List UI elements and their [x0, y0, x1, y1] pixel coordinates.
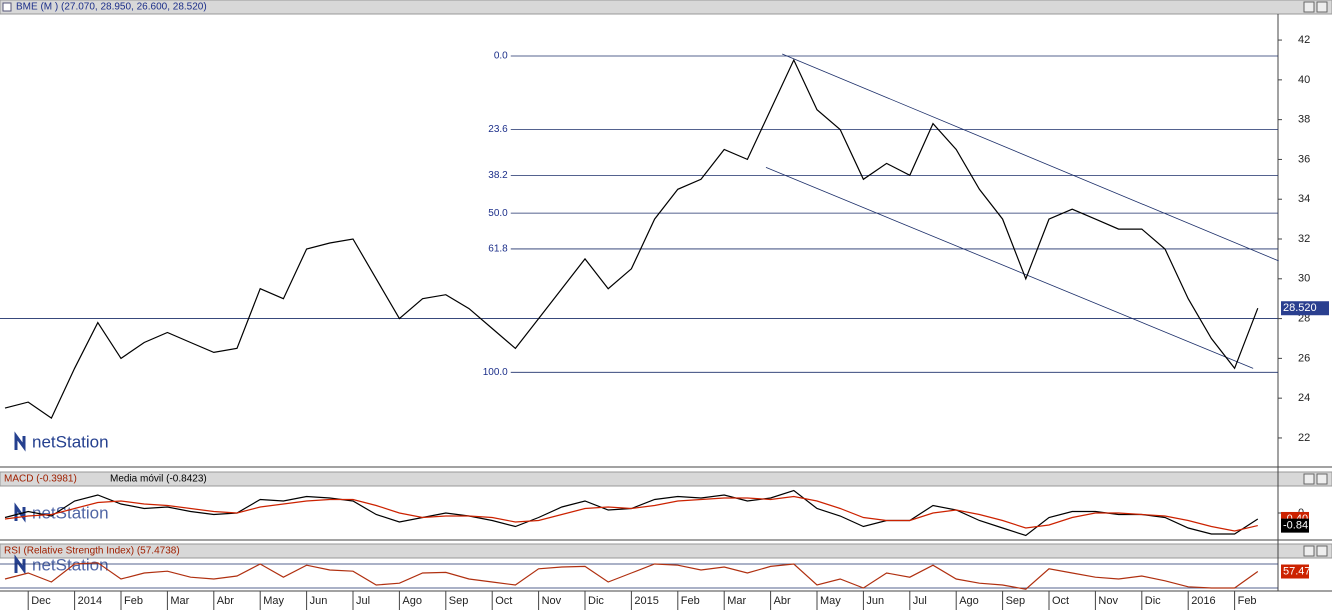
x-tick-label: Nov [1098, 595, 1118, 607]
minimize-button[interactable] [1303, 1, 1315, 13]
close-button[interactable] [1316, 473, 1328, 485]
header-bar [0, 543, 1332, 559]
y-tick-label: 40 [1298, 74, 1310, 86]
x-tick-label: Nov [542, 595, 562, 607]
x-tick-label: Ago [402, 595, 422, 607]
watermark: netStation [32, 555, 109, 574]
value-tag [1281, 301, 1329, 316]
value-tag-label: 57.47 [1283, 565, 1311, 577]
y-tick-label: 30 [1298, 273, 1310, 285]
x-tick-label: Ago [959, 595, 979, 607]
channel-line [782, 53, 1279, 262]
x-tick-label: Abr [774, 595, 791, 607]
x-tick-label: 2016 [1191, 595, 1215, 607]
y-tick-label: 28 [1298, 312, 1310, 324]
x-tick-label: Abr [217, 595, 234, 607]
price-line [4, 58, 1259, 419]
indicator-line [4, 495, 1258, 532]
y-tick-label: 32 [1298, 233, 1310, 245]
y-tick-label: 42 [1298, 34, 1310, 46]
fibonacci-label: 50.0 [488, 208, 508, 219]
x-tick-label: Mar [170, 595, 189, 607]
channel-line [765, 167, 1254, 369]
x-tick-label: May [263, 595, 284, 607]
value-tag-label: -0.84 [1283, 520, 1308, 532]
x-tick-label: Feb [681, 595, 700, 607]
logo [14, 554, 26, 575]
legend-entry: MACD (-0.3981) [4, 474, 77, 485]
legend-entry: RSI (Relative Strength Index) (57.4738) [4, 546, 180, 557]
x-tick-label: Jun [866, 595, 884, 607]
x-tick-label: Dic [1145, 595, 1161, 607]
x-tick-label: Jul [913, 595, 927, 607]
indicator-line [4, 562, 1259, 590]
x-tick-label: Sep [1006, 595, 1026, 607]
x-tick-label: Jul [356, 595, 370, 607]
fibonacci-label: 38.2 [488, 170, 508, 181]
value-tag [1281, 564, 1309, 579]
close-button[interactable] [1316, 1, 1328, 13]
minimize-button[interactable] [1303, 545, 1315, 557]
chart-title: BME (M ) (27.070, 28.950, 26.600, 28.520… [16, 2, 207, 13]
header-bar [0, 0, 1332, 15]
watermark: netStation [32, 432, 109, 451]
y-tick-label: 26 [1298, 352, 1310, 364]
x-tick-label: Mar [727, 595, 746, 607]
fibonacci-label: 0.0 [494, 51, 508, 62]
x-tick-label: May [820, 595, 841, 607]
header-bar [0, 471, 1332, 487]
minimize-button[interactable] [1303, 473, 1315, 485]
x-tick-label: Oct [495, 595, 512, 607]
y-tick-label: 34 [1298, 193, 1310, 205]
x-tick-label: Dec [31, 595, 51, 607]
x-tick-label: Sep [449, 595, 469, 607]
legend-entry: Media móvil (-0.8423) [110, 474, 207, 485]
x-tick-label: Feb [124, 595, 143, 607]
value-tag [1281, 518, 1309, 533]
logo [14, 431, 26, 452]
x-tick-label: Oct [1052, 595, 1069, 607]
x-tick-label: 2015 [634, 595, 658, 607]
fibonacci-label: 23.6 [488, 124, 508, 135]
fibonacci-label: 100.0 [483, 367, 508, 378]
y-tick-label: 24 [1298, 392, 1310, 404]
x-tick-label: Jun [310, 595, 328, 607]
fibonacci-label: 61.8 [488, 244, 508, 255]
y-tick-label: 36 [1298, 153, 1310, 165]
y-tick-label: 38 [1298, 114, 1310, 126]
watermark: netStation [32, 503, 109, 522]
value-tag-label: 28.520 [1283, 302, 1317, 314]
x-tick-label: Dic [588, 595, 604, 607]
panel-icon [2, 2, 12, 12]
close-button[interactable] [1316, 545, 1328, 557]
x-tick-label: 2014 [78, 595, 102, 607]
x-tick-label: Feb [1238, 595, 1257, 607]
y-tick-label: 22 [1298, 432, 1310, 444]
